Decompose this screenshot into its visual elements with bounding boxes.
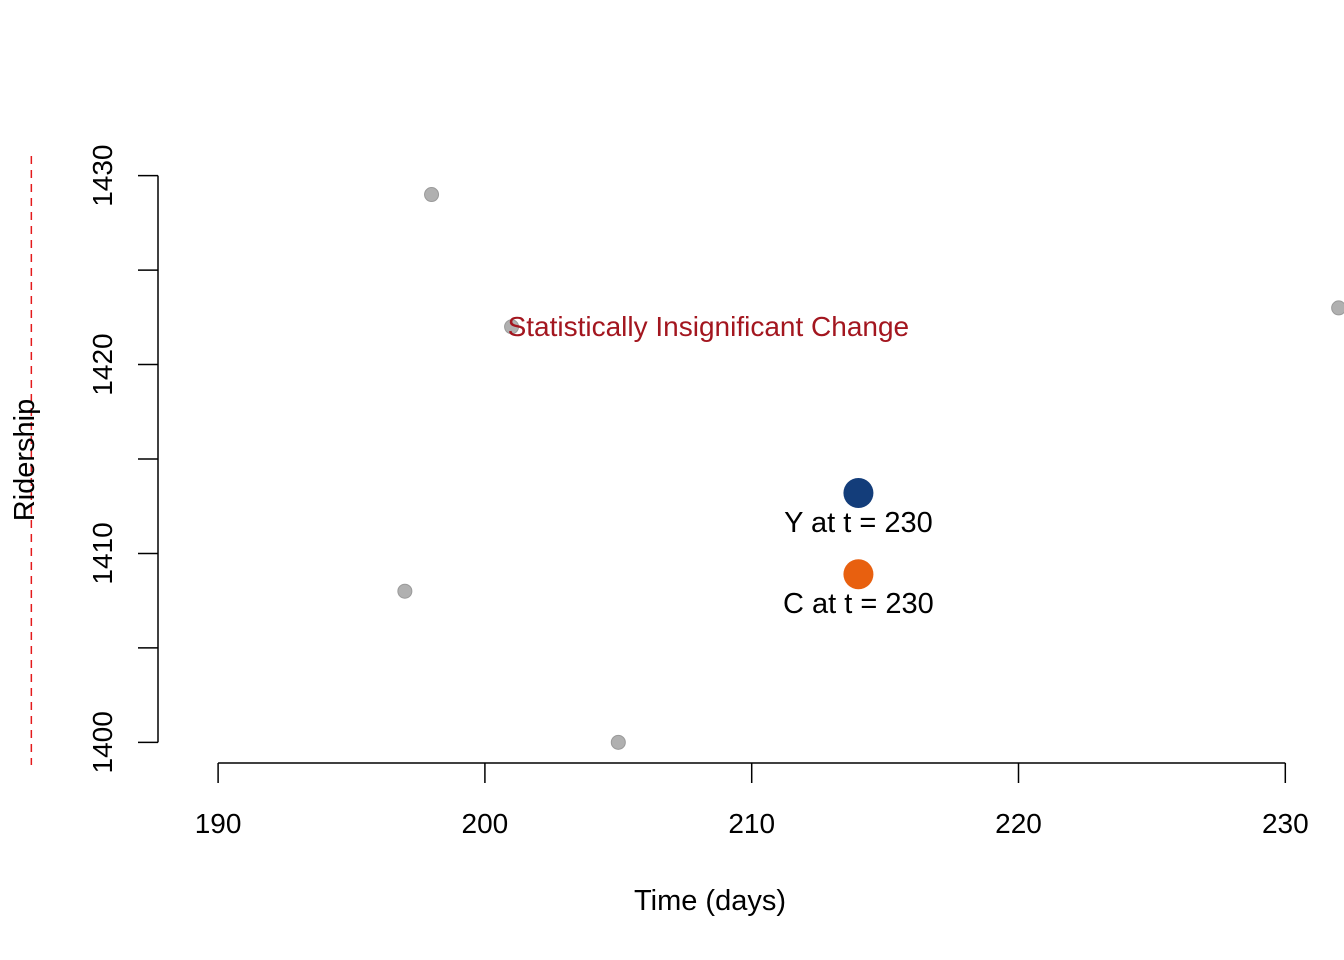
x-axis-label: Time (days) xyxy=(634,885,786,917)
highlight-point xyxy=(843,478,874,508)
x-tick-label: 210 xyxy=(728,808,775,839)
data-point xyxy=(424,187,440,203)
x-tick-label: 190 xyxy=(195,808,242,839)
x-axis-ticks: 190 200 210 220 230 xyxy=(195,763,1309,839)
y-axis-ticks: 1400 1410 1420 1430 xyxy=(87,145,158,773)
background-points xyxy=(397,187,1344,750)
data-point xyxy=(504,319,520,335)
highlight-point xyxy=(843,559,874,590)
y-tick-label: 1430 xyxy=(87,145,118,207)
y-axis-label: Ridership xyxy=(9,399,41,522)
data-point xyxy=(397,583,413,599)
y-tick-label: 1420 xyxy=(87,333,118,395)
y-tick-label: 1410 xyxy=(87,522,118,584)
x-tick-label: 230 xyxy=(1262,808,1309,839)
data-point xyxy=(610,734,626,750)
data-point xyxy=(1331,300,1344,316)
highlight-point-label: C at t = 230 xyxy=(783,588,934,620)
axes: 190 200 210 220 230 1400 1410 1420 1430 xyxy=(87,145,1309,839)
highlight-points: Y at t = 230 C at t = 230 xyxy=(783,478,934,620)
y-tick-label: 1400 xyxy=(87,711,118,773)
x-tick-label: 200 xyxy=(462,808,509,839)
annotation-label: Statistically Insignificant Change xyxy=(508,311,910,342)
x-tick-label: 220 xyxy=(995,808,1042,839)
highlight-point-label: Y at t = 230 xyxy=(784,507,933,539)
